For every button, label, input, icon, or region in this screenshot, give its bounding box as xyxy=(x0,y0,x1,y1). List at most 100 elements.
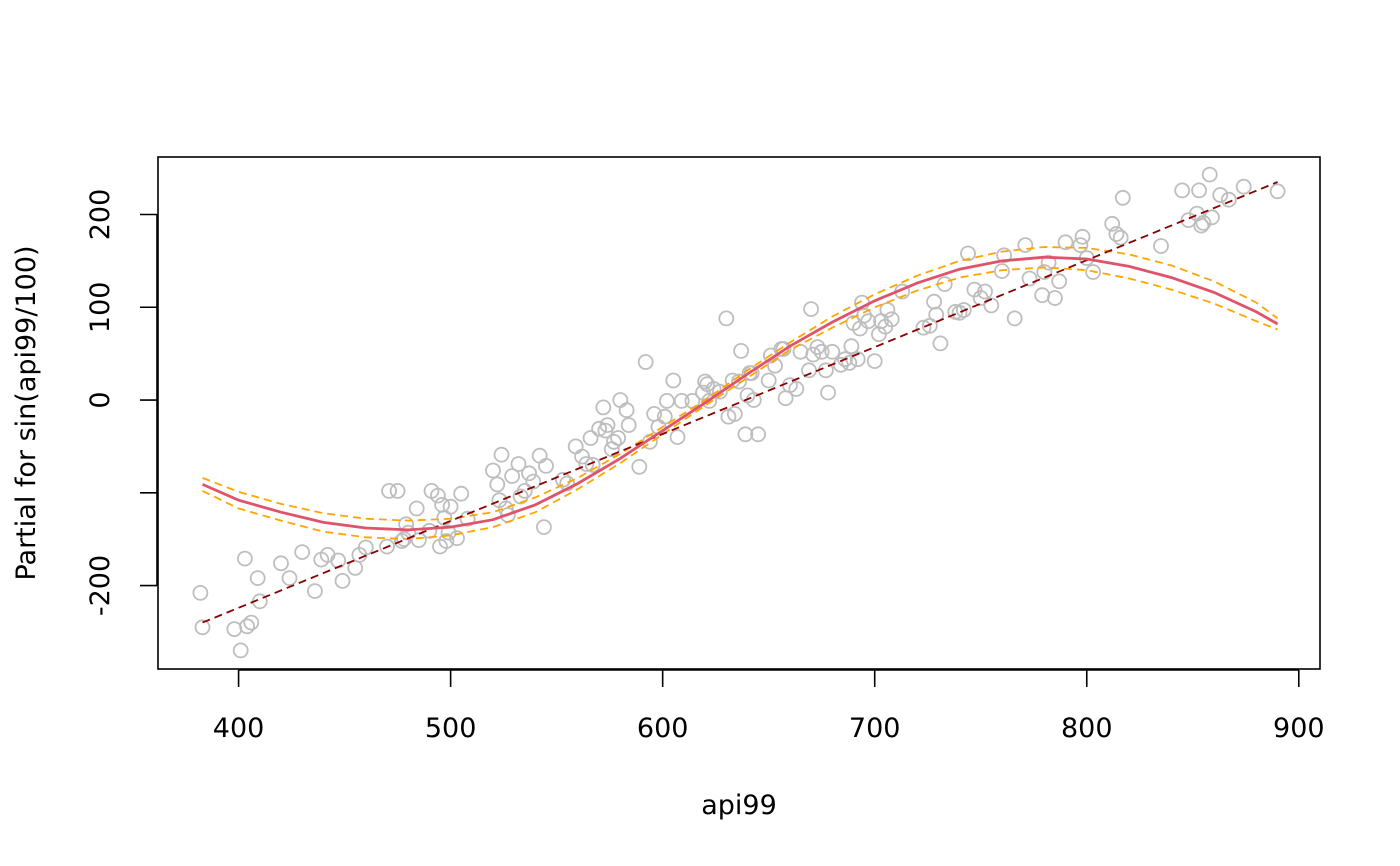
residual-point xyxy=(631,458,648,475)
residual-point xyxy=(440,524,457,541)
residual-point xyxy=(673,392,690,409)
residual-point xyxy=(1153,238,1169,254)
y-tick-label: 200 xyxy=(85,189,116,241)
residual-point xyxy=(606,433,622,450)
residual-point xyxy=(1212,187,1229,203)
fit-line xyxy=(201,255,1279,532)
residual-point xyxy=(1021,270,1038,287)
residual-point xyxy=(1108,226,1125,242)
x-tick-label: 800 xyxy=(1061,713,1113,744)
x-tick-label: 500 xyxy=(425,713,477,744)
residual-point xyxy=(273,555,289,572)
y-tick-label: -200 xyxy=(85,555,116,616)
x-tick-label: 600 xyxy=(637,713,689,744)
y-tick-label: 0 xyxy=(85,391,116,408)
residual-point xyxy=(637,354,654,370)
residual-point xyxy=(192,585,209,601)
residual-point xyxy=(493,446,510,463)
residual-point xyxy=(996,247,1012,264)
residual-point xyxy=(809,339,826,356)
residual-point xyxy=(805,346,822,363)
residual-point xyxy=(1220,191,1237,208)
residual-point xyxy=(1057,234,1074,251)
residual-point xyxy=(656,408,673,425)
residual-point xyxy=(820,384,836,401)
residual-point xyxy=(841,354,858,371)
residual-points xyxy=(192,166,1286,659)
residual-point xyxy=(883,311,900,328)
residual-point xyxy=(595,399,612,416)
residual-point xyxy=(578,456,595,472)
residual-point xyxy=(226,621,243,637)
residual-point xyxy=(1191,182,1207,199)
residual-point xyxy=(1051,273,1068,290)
residual-point xyxy=(1204,209,1220,226)
plot-frame xyxy=(157,156,1321,670)
residual-point xyxy=(926,293,942,310)
residual-point xyxy=(1034,287,1051,304)
residual-point xyxy=(813,343,830,360)
residual-point xyxy=(775,341,792,357)
x-tick-label: 900 xyxy=(1273,713,1325,744)
y-tick-label: 100 xyxy=(85,282,116,334)
residual-point xyxy=(438,533,455,549)
residual-point xyxy=(582,430,599,446)
residual-point xyxy=(932,335,949,352)
residual-point xyxy=(489,476,506,493)
lower-band-line xyxy=(202,266,1278,541)
residual-point xyxy=(665,372,682,389)
x-axis: 400 500 600 700 800 900 xyxy=(213,669,1325,744)
residual-point xyxy=(516,482,533,499)
residual-point xyxy=(521,465,537,482)
residual-point xyxy=(1040,254,1057,271)
residual-point xyxy=(379,538,395,555)
residual-point xyxy=(618,402,635,419)
residual-point xyxy=(726,405,743,422)
residual-point xyxy=(1072,237,1089,254)
residual-point xyxy=(1006,310,1023,327)
residual-point xyxy=(1174,182,1191,199)
residual-point xyxy=(408,500,425,517)
residual-point xyxy=(1047,290,1063,306)
residual-point xyxy=(381,482,398,499)
residual-point xyxy=(750,426,766,443)
residual-point xyxy=(536,519,552,535)
residual-point xyxy=(389,482,406,499)
residual-point xyxy=(555,471,571,488)
residual-point xyxy=(485,462,501,479)
residual-point xyxy=(294,544,311,560)
residual-point xyxy=(574,448,590,465)
residual-point xyxy=(659,392,675,409)
residual-point xyxy=(731,373,747,390)
residual-point xyxy=(1201,166,1218,183)
linear-term-line xyxy=(202,181,1278,624)
residual-point xyxy=(951,304,968,321)
residual-point xyxy=(334,573,351,589)
residual-point xyxy=(866,353,883,370)
residual-point xyxy=(860,313,877,330)
residual-point xyxy=(669,429,686,446)
residual-point xyxy=(1085,264,1101,280)
residual-point xyxy=(788,380,805,397)
y-axis: -200 0 100 200 xyxy=(85,189,158,616)
residual-point xyxy=(1235,178,1252,195)
residual-point xyxy=(525,473,542,490)
residual-point xyxy=(306,583,323,599)
residual-point xyxy=(955,302,972,318)
residual-point xyxy=(718,310,735,327)
residual-point xyxy=(712,383,728,400)
residual-point xyxy=(994,263,1010,280)
residual-point xyxy=(538,457,554,474)
residual-point xyxy=(837,351,853,368)
residual-point xyxy=(760,372,777,389)
residual-point xyxy=(733,342,749,359)
residual-point xyxy=(824,343,841,360)
residual-point xyxy=(429,487,446,504)
residual-point xyxy=(843,338,860,355)
residual-point xyxy=(737,426,754,443)
residual-point xyxy=(398,516,415,533)
residual-point xyxy=(442,498,459,515)
residual-point xyxy=(612,392,629,408)
residual-point xyxy=(459,510,476,527)
residual-point xyxy=(453,485,470,502)
